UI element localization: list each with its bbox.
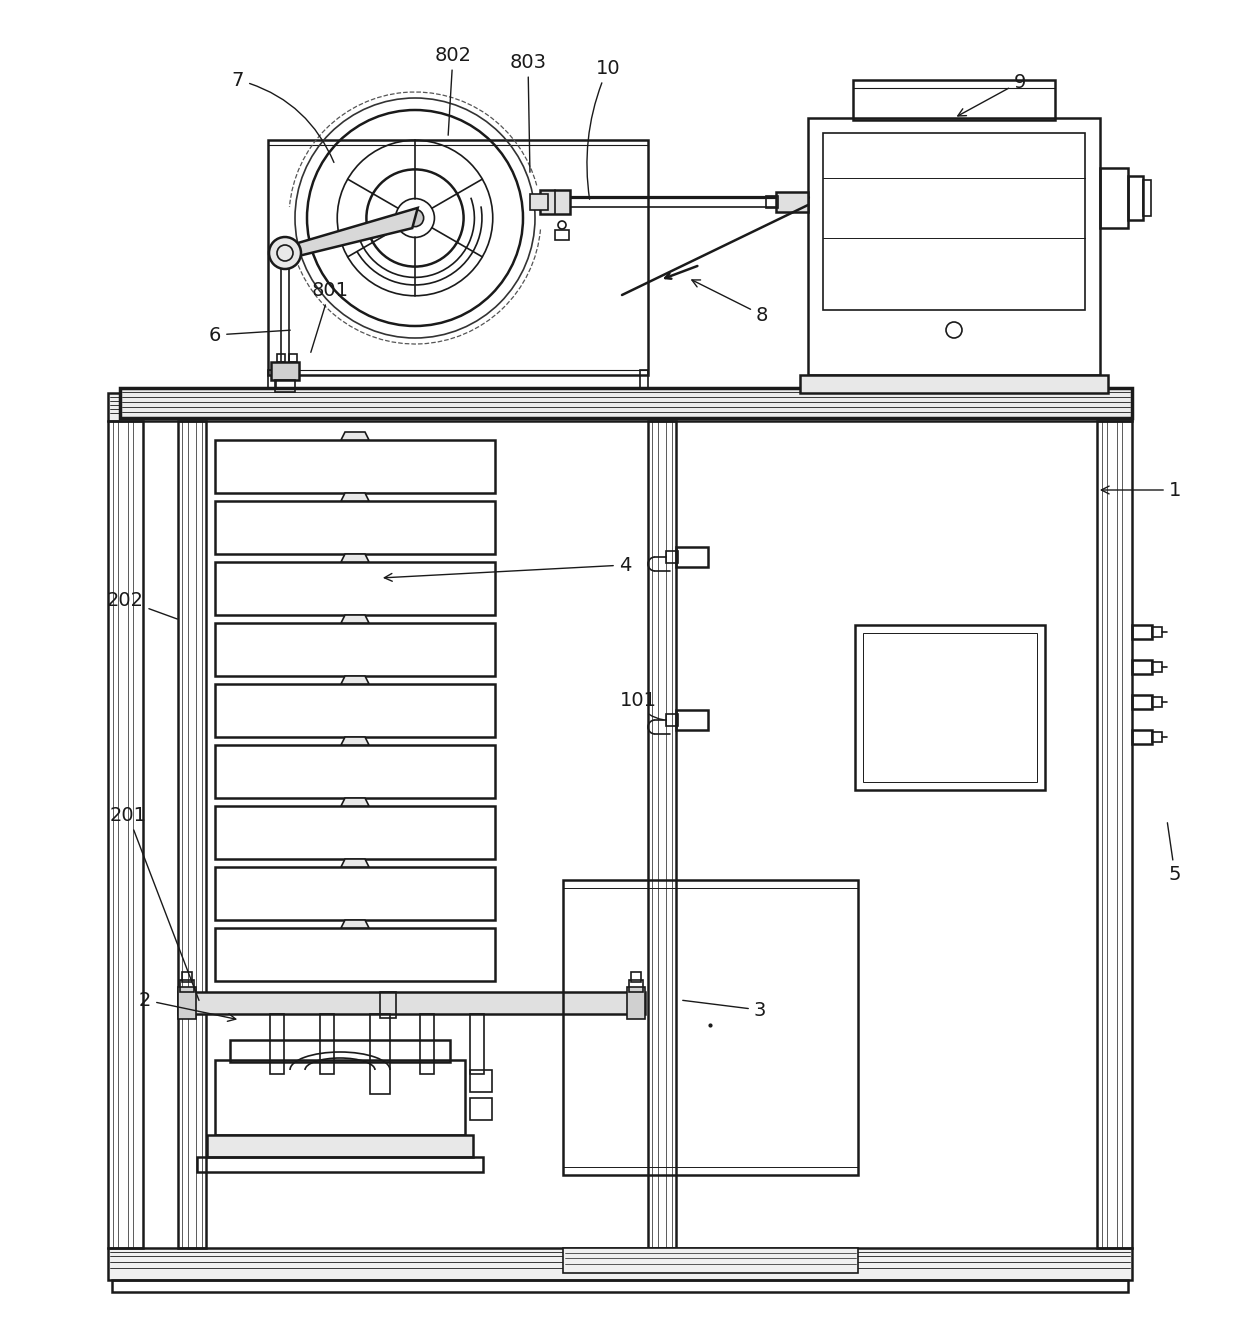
Polygon shape (283, 208, 418, 260)
Bar (379, 992, 396, 1018)
Bar (676, 709, 708, 730)
Text: 802: 802 (434, 46, 471, 135)
Polygon shape (341, 554, 370, 562)
Bar (289, 354, 298, 362)
Polygon shape (341, 616, 370, 624)
Bar (766, 196, 777, 208)
Bar (215, 502, 495, 554)
Polygon shape (341, 432, 370, 440)
Bar (180, 980, 193, 992)
Bar (1128, 176, 1143, 220)
Bar (1132, 625, 1152, 640)
Bar (640, 370, 649, 388)
Bar (470, 1070, 492, 1092)
Bar (272, 362, 299, 380)
Bar (1152, 732, 1162, 742)
Text: 101: 101 (620, 691, 663, 720)
Bar (563, 880, 858, 1175)
Bar (275, 380, 295, 392)
Bar (215, 746, 495, 798)
Bar (1097, 421, 1132, 1248)
Polygon shape (341, 676, 370, 684)
Text: 202: 202 (107, 590, 177, 620)
Bar (649, 421, 676, 1248)
Bar (420, 1014, 434, 1074)
Text: 5: 5 (1167, 823, 1182, 885)
Bar (215, 928, 495, 982)
Bar (182, 972, 192, 982)
Bar (268, 370, 277, 388)
Bar (470, 1014, 484, 1074)
Text: 7: 7 (232, 71, 334, 162)
Bar (563, 1248, 858, 1273)
Bar (556, 231, 569, 240)
Text: 201: 201 (109, 806, 198, 1000)
Bar (539, 190, 570, 215)
Bar (676, 547, 708, 567)
Bar (1100, 168, 1128, 228)
Bar (800, 375, 1109, 393)
Text: 9: 9 (957, 72, 1027, 115)
Bar (197, 1157, 484, 1172)
Bar (631, 972, 641, 982)
Polygon shape (341, 860, 370, 868)
Circle shape (269, 237, 301, 270)
Text: 2: 2 (139, 991, 236, 1022)
Text: 801: 801 (311, 280, 348, 353)
Bar (370, 1014, 391, 1094)
Bar (1132, 660, 1152, 675)
Bar (529, 194, 548, 211)
Bar (108, 393, 1132, 421)
Bar (108, 421, 143, 1248)
Bar (776, 192, 808, 212)
Polygon shape (341, 738, 370, 746)
Bar (215, 684, 495, 738)
Bar (270, 1014, 284, 1074)
Bar (229, 1041, 450, 1062)
Bar (627, 987, 645, 1019)
Bar (1132, 730, 1152, 744)
Polygon shape (341, 798, 370, 806)
Bar (1152, 628, 1162, 637)
Bar (215, 440, 495, 493)
Bar (277, 354, 285, 362)
Bar (470, 1098, 492, 1120)
Bar (120, 388, 1132, 418)
Bar (1143, 180, 1151, 216)
Bar (179, 421, 206, 1248)
Bar (1152, 697, 1162, 707)
Bar (179, 987, 196, 1019)
Bar (215, 1059, 465, 1134)
Bar (108, 1248, 1132, 1281)
Bar (320, 1014, 334, 1074)
Circle shape (407, 209, 424, 227)
Bar (1132, 695, 1152, 709)
Polygon shape (341, 920, 370, 928)
Bar (666, 551, 678, 563)
Bar (856, 625, 1045, 790)
Bar (268, 139, 649, 375)
Text: 3: 3 (683, 1000, 766, 1019)
Text: 6: 6 (208, 326, 290, 345)
Bar (215, 868, 495, 920)
Bar (1152, 662, 1162, 672)
Text: 10: 10 (587, 59, 620, 200)
Bar (207, 1134, 472, 1157)
Bar (215, 806, 495, 860)
Text: 1: 1 (1101, 480, 1182, 499)
Bar (112, 1281, 1128, 1291)
Bar (215, 624, 495, 676)
Text: 8: 8 (692, 280, 769, 325)
Bar (215, 562, 495, 616)
Text: 803: 803 (510, 52, 547, 172)
Bar (666, 713, 678, 725)
Bar (853, 80, 1055, 119)
Bar (863, 633, 1037, 782)
Text: 4: 4 (384, 555, 631, 581)
Bar (179, 992, 645, 1014)
Bar (808, 118, 1100, 375)
Bar (823, 133, 1085, 310)
Bar (629, 980, 644, 992)
Polygon shape (341, 493, 370, 502)
